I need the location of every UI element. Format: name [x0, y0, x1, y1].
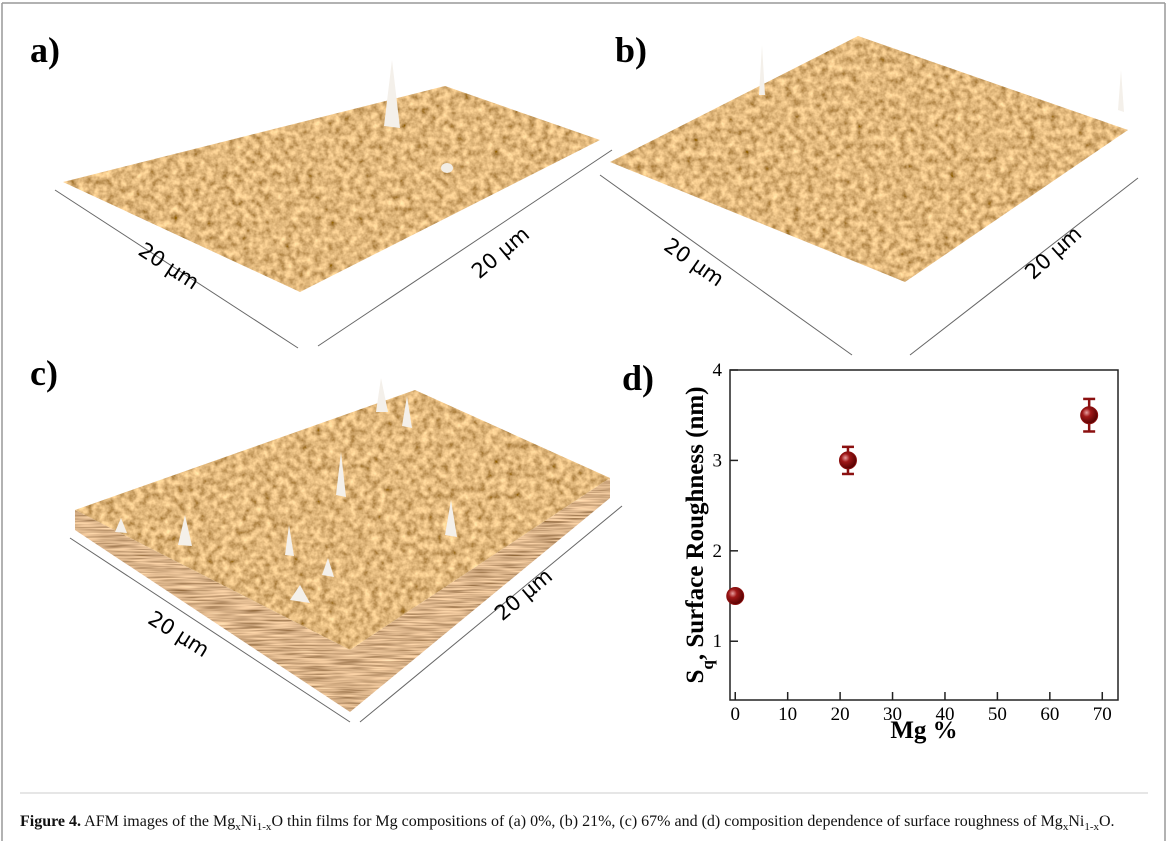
afm-surface	[75, 390, 610, 650]
caption-text: AFM images of the Mg	[84, 813, 236, 830]
scale-line	[69, 537, 351, 723]
x-tick-label: 10	[778, 704, 797, 725]
scale-line	[359, 505, 623, 723]
spikes	[115, 378, 457, 603]
afm-surface	[610, 36, 1128, 282]
chart: d) Mg % Sq, Surface Roughness (nm) 0 10 20…	[622, 358, 1119, 744]
afm-surface	[63, 86, 600, 292]
scale-line	[317, 149, 613, 347]
panel-label: b)	[615, 30, 647, 70]
y-tick-label: 3	[713, 450, 723, 471]
y-label-part: , Surface Roughness (nm)	[682, 387, 709, 661]
x-tick-label: 70	[1093, 704, 1112, 725]
caption-label: Figure 4.	[20, 813, 82, 830]
caption: Figure 4. AFM images of the MgxNi1-xO th…	[20, 812, 1140, 837]
data-point	[1080, 406, 1099, 425]
panel-label: c)	[30, 353, 58, 393]
y-tick-label: 2	[713, 541, 723, 562]
spike	[384, 60, 400, 128]
scale-line	[599, 174, 853, 356]
x-tick-label: 30	[883, 704, 902, 725]
caption-sub: x	[235, 821, 241, 834]
scale-line	[909, 177, 1139, 356]
caption-text: Ni	[1068, 813, 1085, 830]
afm-side	[350, 478, 610, 712]
y-label-sub: q	[698, 660, 717, 670]
x-tick-label: 20	[831, 704, 850, 725]
caption-text: O thin films for Mg compositions of (a) …	[271, 813, 1063, 830]
afm-side	[75, 510, 350, 712]
data-point	[838, 451, 857, 470]
plot-frame	[729, 369, 1119, 701]
afm-panel-a: a) 20 µm 20 µm	[30, 30, 613, 349]
caption-sub: 1-x	[256, 821, 272, 834]
scale-label: 20 µm	[134, 238, 203, 295]
spike	[441, 163, 453, 173]
y-tick-label: 1	[713, 631, 723, 652]
y-label-part: S	[682, 670, 709, 684]
y-tick-label: 4	[713, 360, 723, 381]
caption-sub: 1-x	[1084, 821, 1099, 834]
afm-panel-b: b) 20 µm 20 µm	[599, 30, 1139, 356]
spike	[759, 45, 765, 95]
caption-sub: x	[1062, 821, 1069, 834]
scale-line	[54, 189, 299, 349]
y-axis-label: Sq, Surface Roughness (nm)	[682, 387, 717, 684]
x-tick-label: 50	[988, 704, 1007, 725]
spike	[1118, 70, 1124, 112]
afm-panel-c: c) 20 µm 20 µm	[30, 353, 623, 723]
x-tick-label: 40	[935, 704, 954, 725]
caption-text: Ni	[240, 813, 257, 830]
panel-label: d)	[622, 358, 654, 398]
scale-label: 20 µm	[1020, 221, 1086, 284]
caption-text: O.	[1098, 813, 1115, 830]
data-point	[726, 587, 745, 606]
x-tick-label: 0	[730, 704, 740, 725]
x-tick-label: 60	[1040, 704, 1059, 725]
scale-label: 20 µm	[467, 222, 534, 284]
panel-label: a)	[30, 30, 60, 70]
x-axis-label: Mg %	[890, 717, 957, 744]
